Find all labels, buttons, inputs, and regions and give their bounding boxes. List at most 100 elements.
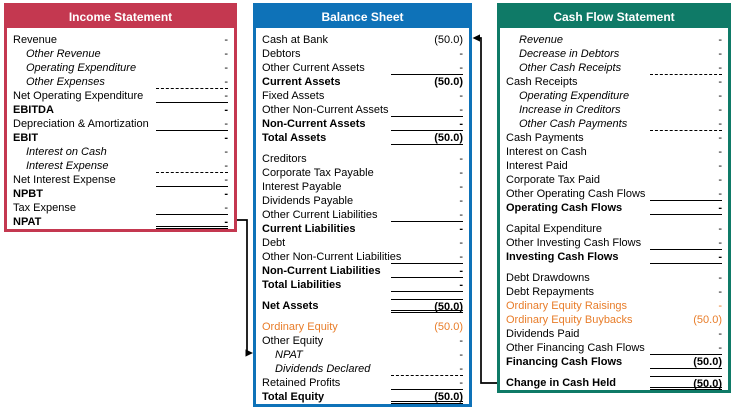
change-in-cash-to-cash-at-bank-arrow — [472, 34, 497, 384]
row-label: Total Equity — [262, 391, 325, 403]
statement-row: Cash at Bank (50.0) — [262, 33, 463, 47]
statement-row: Other Cash Payments - — [506, 117, 722, 131]
row-value: (50.0) — [650, 355, 722, 369]
row-value: (50.0) — [434, 321, 463, 333]
statement-row: Non-Current Liabilities - — [262, 264, 463, 278]
statement-row: Non-Current Assets - — [262, 117, 463, 131]
statement-row: Dividends Paid - — [506, 327, 722, 341]
row-label: Revenue — [519, 34, 564, 46]
row-label: Total Assets — [262, 132, 327, 144]
row-label: Debt Repayments — [506, 286, 595, 298]
row-label: Net Interest Expense — [13, 174, 116, 186]
statement-row: Total Assets (50.0) — [262, 131, 463, 145]
row-value: - — [718, 328, 722, 340]
row-value: - — [156, 159, 228, 173]
statement-row: Other Revenue - — [13, 47, 228, 61]
statement-row: Corporate Tax Paid - — [506, 173, 722, 187]
row-label: Capital Expenditure — [506, 223, 603, 235]
statement-row: Operating Expenditure - — [506, 89, 722, 103]
row-value: - — [224, 48, 228, 60]
row-value: - — [391, 61, 463, 75]
statement-row: Other Financing Cash Flows - — [506, 341, 722, 355]
row-label: NPBT — [13, 188, 43, 200]
row-label: Net Operating Expenditure — [13, 90, 144, 102]
row-label: Fixed Assets — [262, 90, 325, 102]
statement-row: Dividends Declared - — [262, 362, 463, 376]
statement-row: Other Cash Receipts - — [506, 61, 722, 75]
arrowhead-left-icon — [472, 34, 480, 42]
statement-row: Net Operating Expenditure - — [13, 89, 228, 103]
row-value: - — [650, 187, 722, 201]
row-label: Retained Profits — [262, 377, 341, 389]
statement-row: Current Liabilities - — [262, 222, 463, 236]
income-statement-rows: Revenue - Other Revenue - Operating Expendit… — [7, 28, 234, 229]
row-value: - — [718, 174, 722, 186]
row-value: (50.0) — [434, 76, 463, 88]
statement-row: NPBT - — [13, 187, 228, 201]
row-value: - — [718, 300, 722, 312]
row-value: - — [224, 104, 228, 116]
row-value: - — [156, 89, 228, 103]
row-label: Interest Paid — [506, 160, 568, 172]
row-label: Other Non-Current Assets — [262, 104, 389, 116]
row-label: Interest on Cash — [506, 146, 587, 158]
balance-sheet-rows: Cash at Bank (50.0) Debtors - Other Current … — [256, 28, 469, 404]
statement-row: Ordinary Equity (50.0) — [262, 320, 463, 334]
row-value: - — [391, 376, 463, 390]
statement-row: Total Equity (50.0) — [262, 390, 463, 404]
cash-flow-statement-title: Cash Flow Statement — [500, 6, 728, 28]
statement-row: Interest on Cash - — [506, 145, 722, 159]
statement-row: Investing Cash Flows - — [506, 250, 722, 264]
statement-row: Revenue - — [506, 33, 722, 47]
row-label: Total Liabilities — [262, 279, 342, 291]
statement-row: Decrease in Debtors - — [506, 47, 722, 61]
row-value: - — [459, 48, 463, 60]
cash-flow-statement-panel: Cash Flow Statement Revenue - Decrease in … — [497, 3, 731, 393]
row-value: - — [718, 146, 722, 158]
statement-row: Other Current Liabilities - — [262, 208, 463, 222]
statement-row: Dividends Payable - — [262, 194, 463, 208]
statement-row: Ordinary Equity Buybacks (50.0) — [506, 313, 722, 327]
statement-row: Interest Expense - — [13, 159, 228, 173]
statement-row: Net Assets (50.0) — [262, 299, 463, 313]
row-value: - — [156, 75, 228, 89]
statement-row: Debtors - — [262, 47, 463, 61]
row-value: - — [459, 195, 463, 207]
row-label: Debt Drawdowns — [506, 272, 590, 284]
row-value: - — [718, 223, 722, 235]
row-value: - — [459, 153, 463, 165]
row-value: - — [391, 362, 463, 376]
row-label: Change in Cash Held — [506, 377, 617, 389]
statement-row: Other Expenses - — [13, 75, 228, 89]
row-value: - — [718, 34, 722, 46]
statement-row: Financing Cash Flows (50.0) — [506, 355, 722, 369]
statement-row: Cash Payments - — [506, 131, 722, 145]
statement-row: Retained Profits - — [262, 376, 463, 390]
row-label: Interest Expense — [26, 160, 109, 172]
row-label: Decrease in Debtors — [519, 48, 620, 60]
row-label: Current Liabilities — [262, 223, 356, 235]
row-label: Operating Expenditure — [519, 90, 630, 102]
statement-row: Other Equity - — [262, 334, 463, 348]
row-label: Revenue — [13, 34, 58, 46]
statement-row: Cash Receipts - — [506, 75, 722, 89]
row-label: Cash Receipts — [506, 76, 578, 88]
statement-row: Debt Drawdowns - — [506, 271, 722, 285]
row-value: - — [224, 188, 228, 200]
row-value: - — [391, 103, 463, 117]
row-label: Other Cash Payments — [519, 118, 628, 130]
row-value: - — [156, 173, 228, 187]
row-value: - — [459, 90, 463, 102]
statement-row: Interest Paid - — [506, 159, 722, 173]
statement-row: Creditors - — [262, 152, 463, 166]
row-label: Dividends Payable — [262, 195, 354, 207]
row-value: - — [718, 104, 722, 116]
row-label: Other Investing Cash Flows — [506, 237, 642, 249]
row-value: - — [718, 90, 722, 102]
statement-row: NPAT - — [262, 348, 463, 362]
statement-row: Change in Cash Held (50.0) — [506, 376, 722, 390]
statement-row: Other Non-Current Assets - — [262, 103, 463, 117]
row-value: - — [224, 62, 228, 74]
statement-row: Other Current Assets - — [262, 61, 463, 75]
row-label: Other Equity — [262, 335, 324, 347]
